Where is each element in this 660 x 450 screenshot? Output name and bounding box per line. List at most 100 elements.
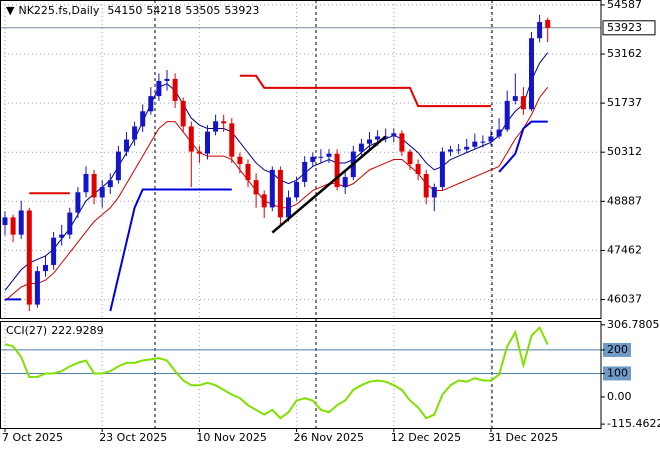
y-tick-label: -115.4622 — [607, 417, 660, 430]
candle-body — [156, 80, 162, 97]
x-tick-label: 12 Dec 2025 — [391, 431, 461, 444]
candle-body — [245, 163, 251, 181]
level-label-box — [603, 366, 631, 381]
candle-body — [294, 181, 300, 198]
candle-body — [83, 173, 89, 193]
y-tick-label: 50312 — [607, 145, 642, 158]
y-tick-label: 200 — [607, 343, 628, 356]
candle-body — [164, 78, 170, 81]
candle-body — [107, 180, 113, 188]
candle-body — [91, 173, 97, 198]
candle-body — [229, 123, 235, 157]
y-tick-label: 51737 — [607, 96, 642, 109]
cci-value: 222.9289 — [51, 324, 104, 337]
candle-body — [172, 78, 178, 101]
level-label-box — [603, 342, 631, 357]
ohlc-value: 53923 — [224, 4, 259, 17]
candle-body — [213, 121, 219, 132]
candle-body — [10, 217, 16, 235]
candle-body — [391, 133, 397, 137]
chart-header: ▼ NK225.fs,Daily 54150 54218 53505 53923 — [6, 4, 259, 17]
x-tick-label: 10 Nov 2025 — [196, 431, 266, 444]
candle-body — [423, 173, 429, 198]
y-tick-label: 46037 — [607, 292, 642, 305]
candle-body — [26, 210, 32, 305]
candle-body — [310, 156, 316, 162]
candle-body — [277, 169, 283, 218]
candle-body — [286, 197, 291, 218]
candle-body — [342, 177, 348, 188]
candle-body — [358, 143, 364, 152]
candle-body — [464, 146, 470, 150]
x-tick-label: 7 Oct 2025 — [2, 431, 63, 444]
candle-body — [399, 133, 405, 152]
candle-body — [480, 141, 486, 143]
triangle: ▼ — [6, 4, 15, 17]
candle-body — [43, 264, 48, 272]
cci-panel-frame — [0, 321, 602, 429]
candle-body — [407, 151, 413, 164]
candle-body — [512, 96, 518, 101]
candle-body — [431, 187, 437, 198]
ohlc-value: 54150 — [107, 4, 142, 17]
candle-body — [326, 153, 332, 157]
candle-body — [472, 141, 478, 147]
indicator-line — [4, 86, 549, 302]
x-tick-label: 26 Nov 2025 — [294, 431, 364, 444]
candle-body — [59, 234, 65, 238]
candle-body — [488, 136, 494, 142]
candle-body — [124, 139, 129, 152]
current-price-box — [602, 20, 656, 36]
candle-body — [67, 212, 73, 235]
candle-body — [132, 126, 138, 140]
candle-body — [34, 271, 40, 305]
candle-body — [318, 156, 324, 158]
y-tick-label: 100 — [607, 366, 628, 379]
y-tick-label: 0.00 — [607, 390, 632, 403]
y-tick-label: 306.7805 — [607, 318, 660, 331]
candle-body — [148, 96, 154, 112]
candle-body — [456, 149, 462, 151]
candle-body — [448, 149, 453, 152]
candle-body — [2, 217, 8, 225]
candle-body — [375, 136, 381, 140]
y-tick-label: 48887 — [607, 194, 642, 207]
candle-body — [504, 100, 510, 130]
candle-body — [75, 192, 81, 213]
candle-body — [188, 126, 194, 152]
y-tick-label: 53162 — [607, 47, 642, 60]
candle-body — [99, 187, 105, 198]
candle-body — [537, 22, 543, 39]
y-tick-label: 54587 — [607, 0, 642, 11]
chart-title: NK225.fs,Daily — [18, 4, 99, 17]
cci-header: CCI(27) 222.9289 — [6, 324, 104, 337]
candle-body — [261, 194, 267, 208]
candle-body — [51, 237, 57, 265]
indicator-line — [239, 74, 491, 108]
trendline — [271, 135, 387, 234]
candle-body — [221, 121, 227, 124]
candle-body — [140, 111, 146, 127]
ohlc-value: 54218 — [146, 4, 181, 17]
x-tick-label: 31 Dec 2025 — [488, 431, 558, 444]
price-panel-frame — [0, 0, 602, 319]
candle-body — [269, 169, 275, 208]
ohlc-value: 53505 — [185, 4, 220, 17]
x-tick-label: 23 Oct 2025 — [99, 431, 167, 444]
candle-body — [115, 151, 121, 181]
current-price-label: 53923 — [607, 21, 642, 34]
cci-title: CCI(27) — [6, 324, 47, 337]
cci-line — [4, 325, 549, 420]
y-tick-label: 47462 — [607, 243, 642, 256]
candle-body — [520, 96, 526, 110]
candle-body — [253, 180, 259, 195]
candle-body — [237, 156, 243, 164]
candle-body — [415, 163, 421, 174]
candle-body — [302, 161, 308, 182]
candle-body — [529, 38, 534, 110]
candle-body — [545, 19, 551, 28]
candle-body — [367, 139, 372, 144]
